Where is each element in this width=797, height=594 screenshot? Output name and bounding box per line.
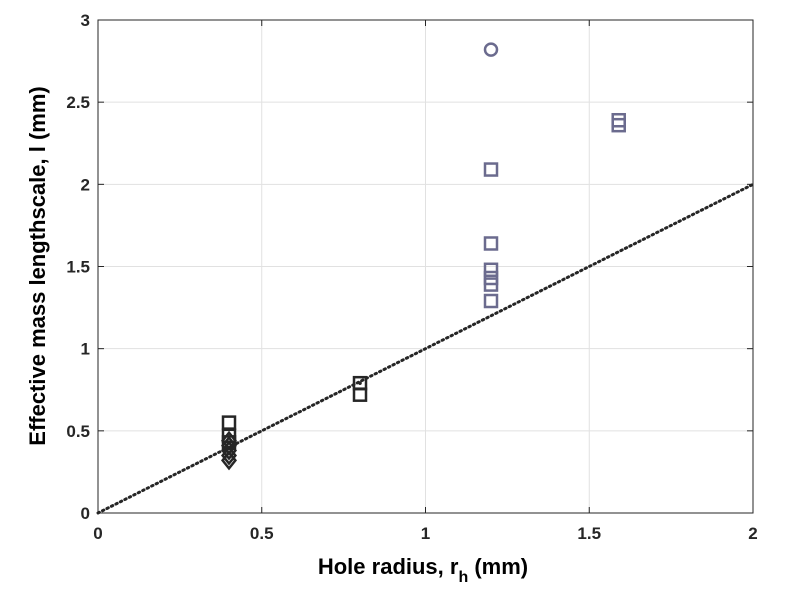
x-tick-label: 0 — [93, 524, 102, 543]
y-tick-label: 3 — [81, 11, 90, 30]
square-marker — [611, 117, 626, 133]
diamond-marker — [220, 440, 238, 461]
reference-line — [96, 182, 755, 515]
y-tick-label: 0.5 — [66, 422, 90, 441]
x-tick-labels: 0 0.5 1 1.5 2 — [93, 524, 757, 543]
y-tick-labels: 0 0.5 1 1.5 2 2.5 3 — [66, 11, 90, 523]
diamond-marker — [220, 450, 238, 471]
dot-marker — [358, 381, 362, 385]
circle-marker — [483, 42, 499, 57]
x-tick-label: 2 — [748, 524, 757, 543]
x-axis-title-main: Hole radius, r — [318, 554, 459, 579]
x-axis-title: Hole radius, rh (mm) — [318, 554, 528, 586]
x-axis-title-unit: (mm) — [468, 554, 528, 579]
y-tick-label: 2 — [81, 175, 90, 194]
y-tick-label: 0 — [81, 504, 90, 523]
square-marker — [221, 415, 237, 430]
square-marker — [483, 162, 499, 177]
square-marker — [483, 277, 499, 292]
square-marker — [352, 387, 368, 402]
square-marker — [483, 236, 499, 251]
axis-ticks — [97, 19, 754, 514]
y-tick-label: 1.5 — [66, 258, 90, 277]
y-tick-label: 2.5 — [66, 93, 90, 112]
data-points — [220, 42, 626, 471]
square-marker — [483, 262, 499, 278]
x-tick-label: 1 — [421, 524, 430, 543]
reference-line-group — [96, 182, 755, 515]
grid — [98, 20, 753, 513]
x-tick-label: 0.5 — [250, 524, 274, 543]
diamond-marker — [220, 445, 238, 466]
y-tick-label: 1 — [81, 340, 90, 359]
x-tick-label: 1.5 — [577, 524, 601, 543]
y-axis-title: Effective mass lengthscale, l (mm) — [25, 86, 50, 445]
x-axis-title-subscript: h — [458, 569, 468, 586]
square-marker — [483, 293, 499, 309]
